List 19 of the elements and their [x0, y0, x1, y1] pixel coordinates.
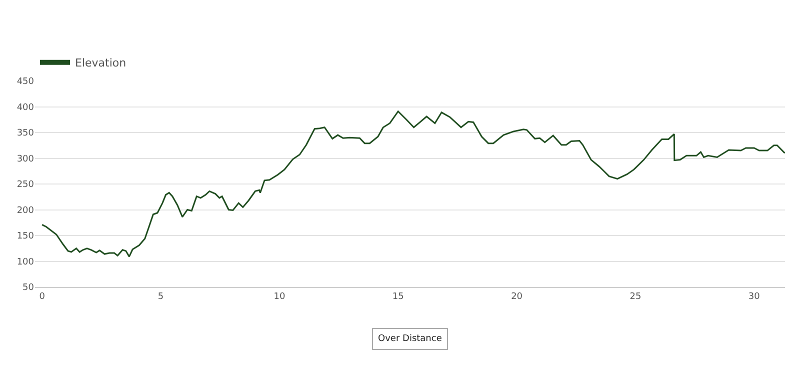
x-tick-label: 20 [511, 292, 523, 302]
text: Over Distance [378, 334, 442, 344]
legend-label: Elevation [75, 56, 126, 70]
y-tick-label: 150 [16, 232, 34, 242]
x-tick-label: 5 [158, 292, 164, 302]
y-tick-label: 350 [16, 128, 34, 139]
y-tick-label: 50 [22, 283, 34, 294]
y-tick-label: 200 [16, 206, 34, 216]
y-tick-label: 300 [16, 154, 34, 164]
x-tick-label: 10 [274, 292, 286, 302]
y-tick-label: 400 [16, 102, 34, 113]
y-tick-label: 250 [16, 180, 34, 190]
x-tick-label: 0 [39, 292, 46, 302]
y-tick-label: 450 [16, 77, 34, 88]
x-tick-label: 30 [748, 292, 760, 302]
x-tick-label: 15 [392, 292, 404, 302]
line-series [41, 110, 785, 258]
x-tick-label: 25 [630, 292, 642, 302]
y-tick-label: 100 [16, 257, 34, 268]
